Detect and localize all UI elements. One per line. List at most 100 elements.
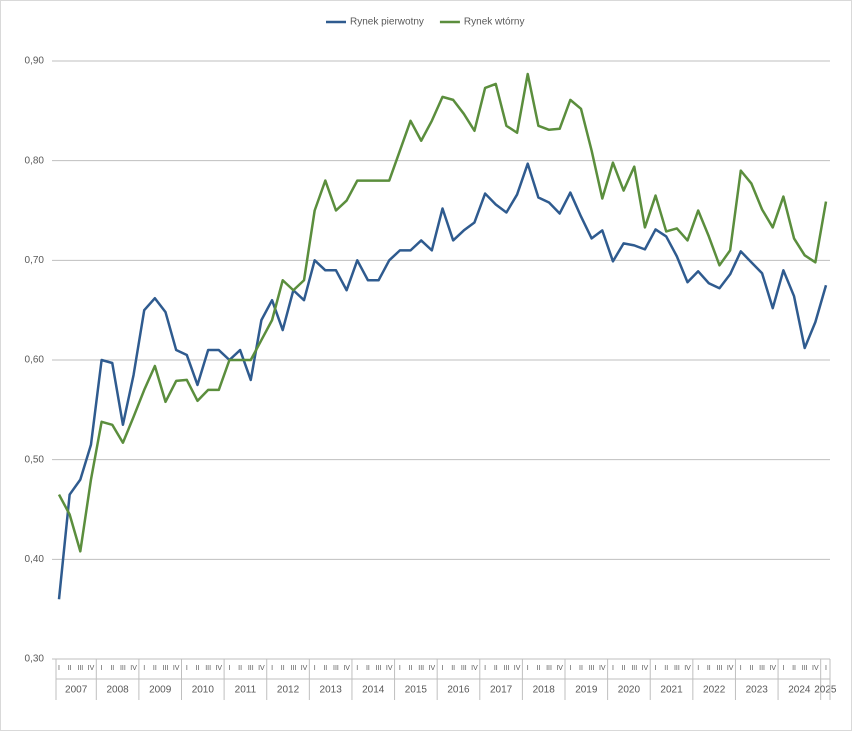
x-tick-label: II	[536, 665, 540, 672]
x-tick-label: I	[399, 665, 401, 672]
x-tick-label: I	[228, 665, 230, 672]
series-line	[57, 72, 828, 553]
x-tick-label: I	[825, 665, 827, 672]
x-tick-label: II	[451, 665, 455, 672]
x-tick-label: IV	[88, 665, 95, 672]
x-tick-label: III	[802, 665, 808, 672]
x-tick-label: I	[697, 665, 699, 672]
x-tick-label: II	[792, 665, 796, 672]
year-label: 2021	[660, 685, 683, 696]
year-label: 2007	[65, 685, 88, 696]
year-label: 2023	[746, 685, 769, 696]
x-tick-label: III	[461, 665, 467, 672]
year-label: 2013	[320, 685, 343, 696]
x-tick-label: IV	[599, 665, 606, 672]
x-tick-label: III	[248, 665, 254, 672]
x-tick-label: I	[569, 665, 571, 672]
x-tick-label: III	[674, 665, 680, 672]
x-tick-label: III	[589, 665, 595, 672]
year-label: 2017	[490, 685, 513, 696]
x-tick-label: II	[409, 665, 413, 672]
x-tick-label: I	[527, 665, 529, 672]
x-tick-label: I	[740, 665, 742, 672]
x-tick-label: IV	[727, 665, 734, 672]
year-label: 2015	[405, 685, 428, 696]
x-tick-label: I	[356, 665, 358, 672]
x-tick-label: IV	[130, 665, 137, 672]
x-tick-label: III	[120, 665, 126, 672]
x-tick-label: I	[143, 665, 145, 672]
year-label: 2009	[149, 685, 172, 696]
x-tick-label: I	[101, 665, 103, 672]
year-label: 2014	[362, 685, 385, 696]
year-label: 2008	[106, 685, 129, 696]
x-tick-label: III	[77, 665, 83, 672]
x-tick-label: III	[546, 665, 552, 672]
x-tick-label: IV	[343, 665, 350, 672]
y-tick-label: 0,50	[25, 454, 45, 465]
x-tick-label: III	[503, 665, 509, 672]
y-tick-label: 0,30	[25, 654, 45, 665]
x-tick-label: IV	[812, 665, 819, 672]
x-tick-label: II	[494, 665, 498, 672]
x-tick-label: I	[655, 665, 657, 672]
x-tick-label: II	[622, 665, 626, 672]
x-tick-label: I	[271, 665, 273, 672]
year-label: 2020	[618, 685, 641, 696]
series-line	[57, 162, 828, 600]
year-label: 2011	[235, 685, 257, 696]
legend-label: Rynek wtórny	[464, 17, 525, 28]
y-tick-label: 0,80	[25, 155, 45, 166]
x-tick-label: II	[323, 665, 327, 672]
x-tick-label: III	[290, 665, 296, 672]
x-tick-label: II	[153, 665, 157, 672]
year-label: 2022	[703, 685, 726, 696]
year-label: 2025	[814, 685, 837, 696]
x-tick-label: II	[749, 665, 753, 672]
x-tick-label: II	[579, 665, 583, 672]
y-tick-label: 0,70	[25, 255, 45, 266]
x-tick-label: I	[484, 665, 486, 672]
x-tick-label: III	[759, 665, 765, 672]
y-tick-label: 0,60	[25, 355, 45, 366]
x-tick-label: I	[58, 665, 60, 672]
legend-label: Rynek pierwotny	[350, 17, 424, 28]
x-tick-label: IV	[429, 665, 436, 672]
x-tick-label: III	[717, 665, 723, 672]
x-tick-label: IV	[769, 665, 776, 672]
x-tick-label: IV	[301, 665, 308, 672]
x-tick-label: II	[196, 665, 200, 672]
x-tick-label: III	[205, 665, 211, 672]
x-tick-label: IV	[642, 665, 649, 672]
x-tick-label: II	[707, 665, 711, 672]
x-tick-label: IV	[556, 665, 563, 672]
x-tick-label: II	[664, 665, 668, 672]
x-tick-label: IV	[471, 665, 478, 672]
x-tick-label: IV	[258, 665, 265, 672]
year-label: 2016	[447, 685, 470, 696]
x-tick-label: I	[186, 665, 188, 672]
x-tick-label: I	[782, 665, 784, 672]
x-tick-label: IV	[514, 665, 521, 672]
year-label: 2012	[277, 685, 300, 696]
x-tick-label: I	[442, 665, 444, 672]
x-tick-label: I	[612, 665, 614, 672]
year-label: 2010	[192, 685, 215, 696]
x-tick-label: IV	[684, 665, 691, 672]
year-label: 2018	[533, 685, 556, 696]
x-tick-label: III	[376, 665, 382, 672]
x-tick-label: III	[333, 665, 339, 672]
x-tick-label: III	[631, 665, 637, 672]
year-label: 2024	[788, 685, 811, 696]
x-tick-label: II	[238, 665, 242, 672]
y-tick-label: 0,90	[25, 56, 45, 67]
x-tick-label: IV	[173, 665, 180, 672]
y-tick-label: 0,40	[25, 554, 45, 565]
x-tick-label: I	[314, 665, 316, 672]
x-tick-label: III	[163, 665, 169, 672]
x-tick-label: III	[418, 665, 424, 672]
x-tick-label: II	[281, 665, 285, 672]
year-label: 2019	[575, 685, 598, 696]
